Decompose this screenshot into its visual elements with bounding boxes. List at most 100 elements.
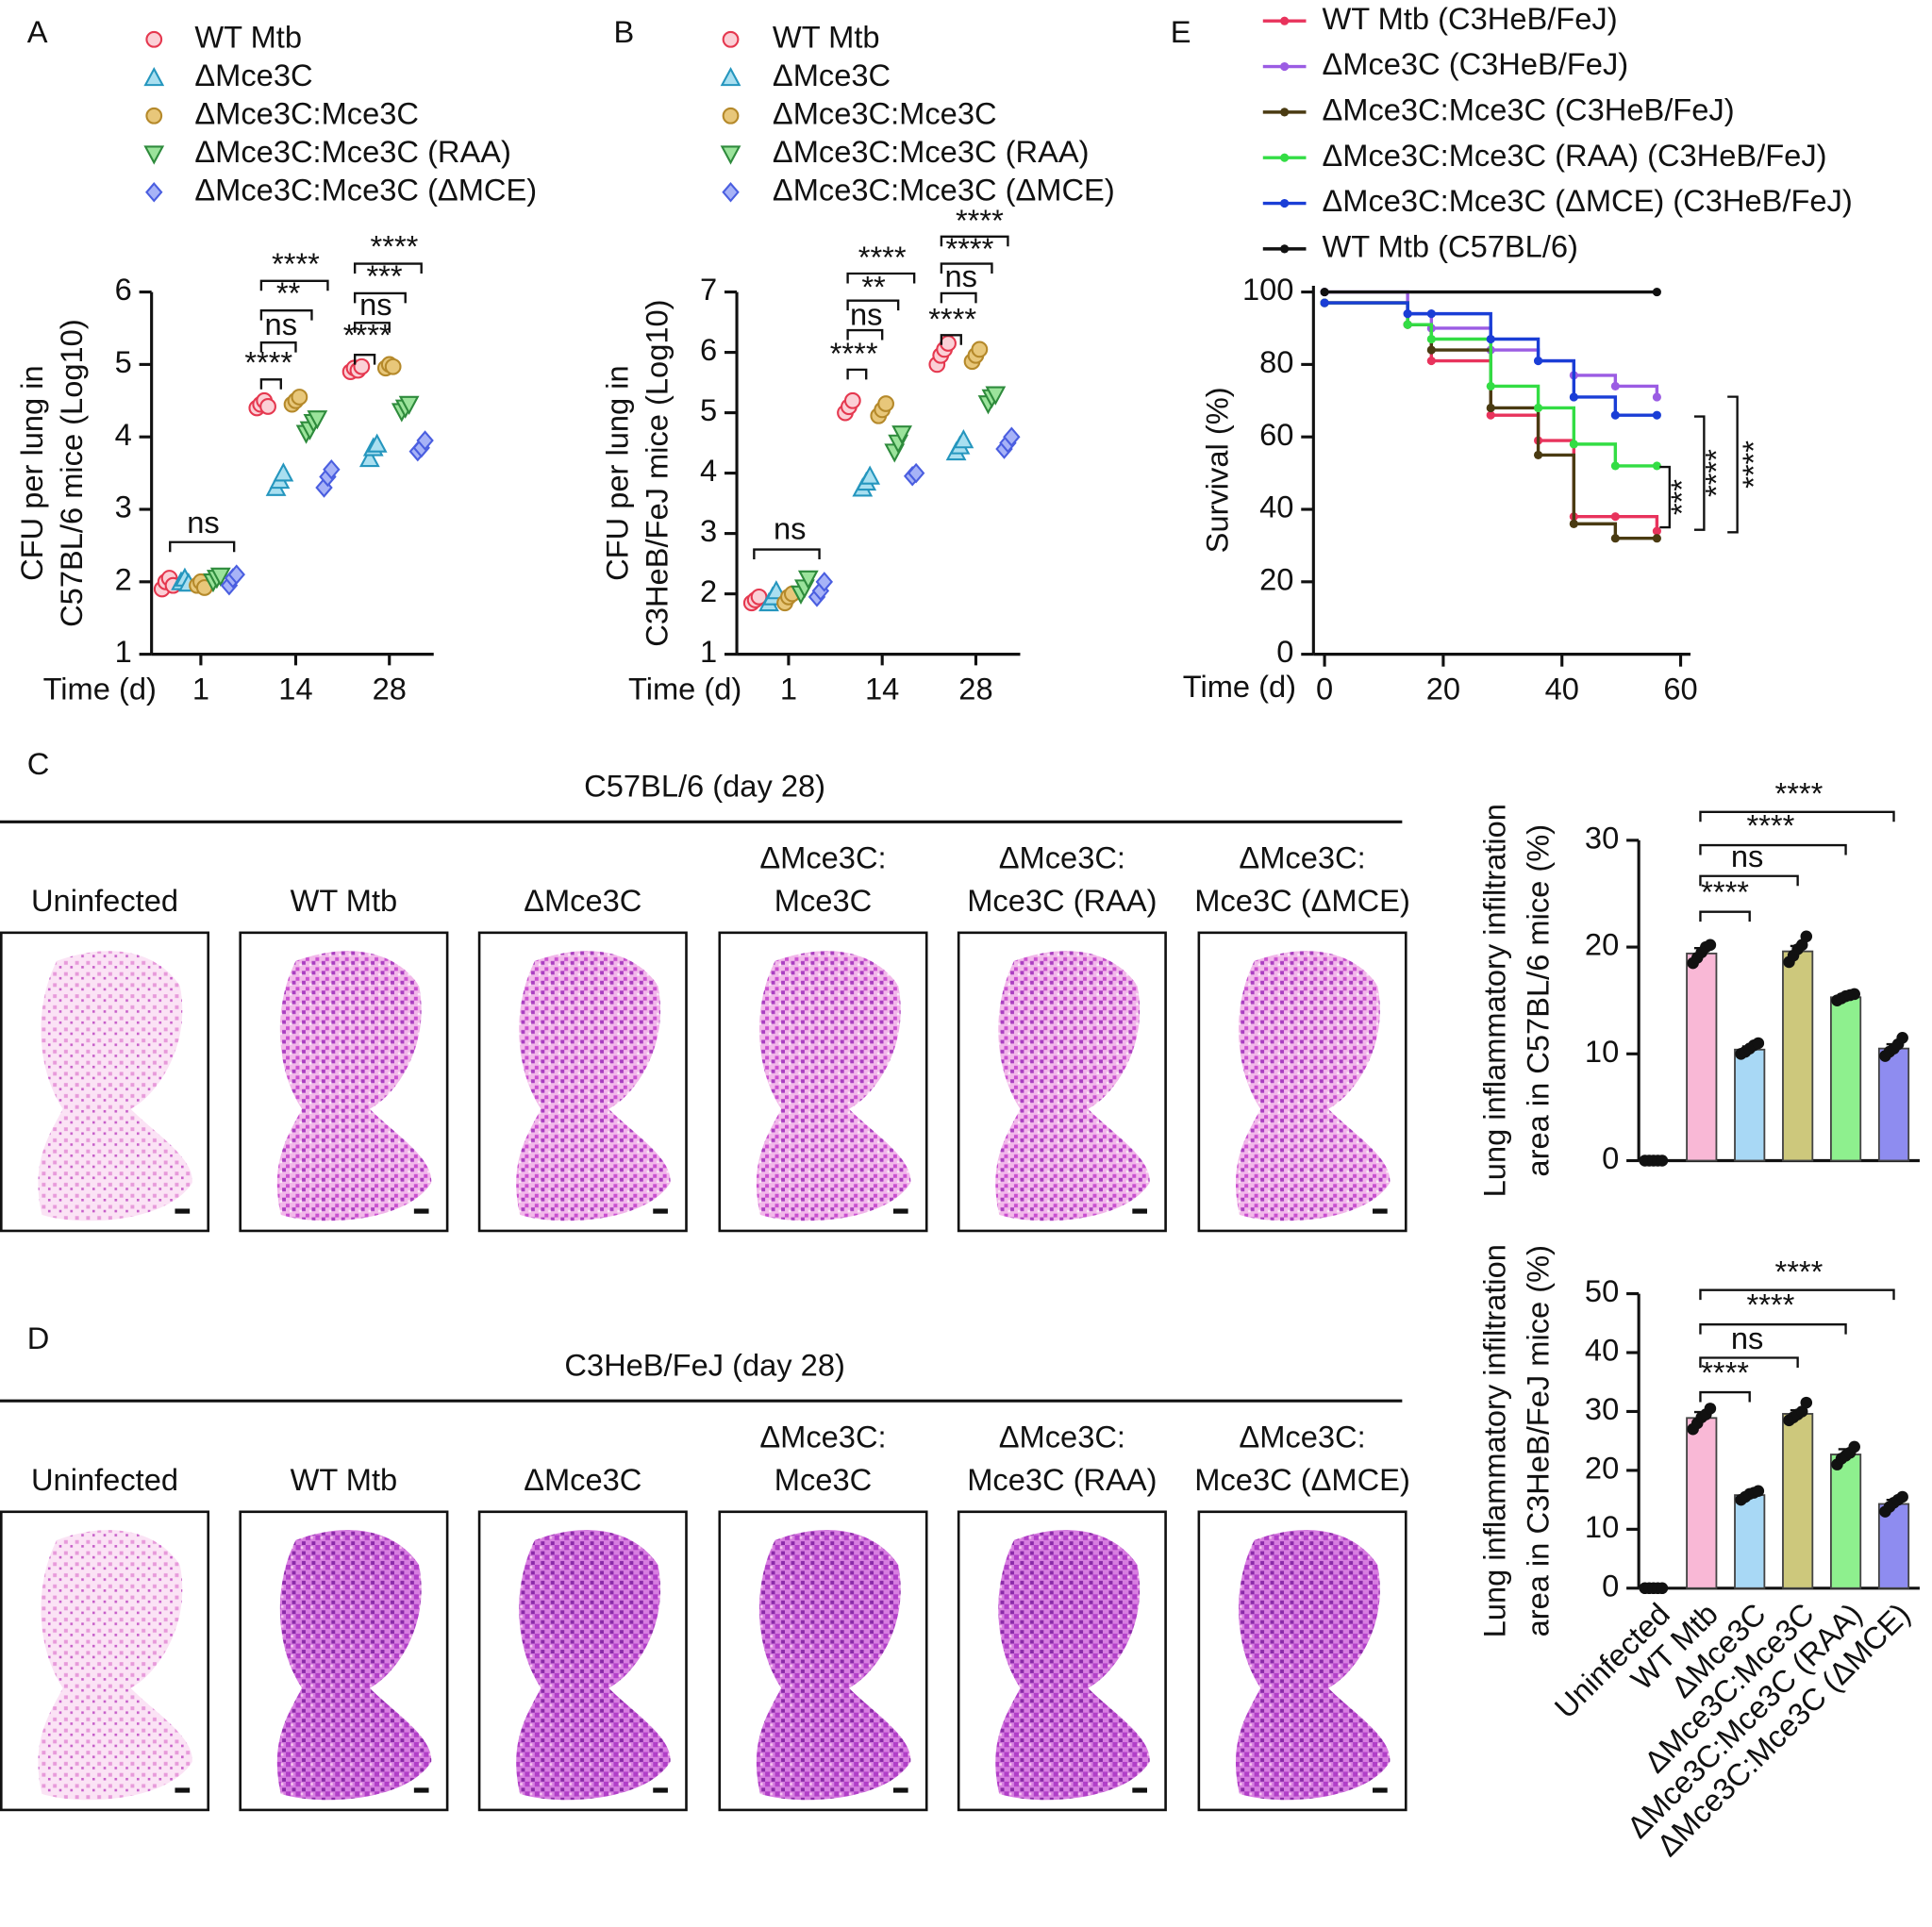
y-axis-label: Survival (%) — [1200, 387, 1235, 553]
significance-label: **** — [1746, 1287, 1794, 1322]
x-tick-label: 0 — [1316, 671, 1333, 706]
legend-label: WT Mtb (C3HeB/FeJ) — [1322, 1, 1617, 36]
bar — [1734, 1494, 1766, 1589]
significance-bracket — [753, 548, 821, 560]
significance-bracket — [1699, 1323, 1847, 1335]
lung-section — [1235, 1530, 1391, 1801]
survival-point — [1652, 534, 1661, 543]
legend-label: ΔMce3C:Mce3C (ΔMCE) — [773, 172, 1115, 207]
significance-bracket — [1699, 910, 1751, 922]
y-tick-label: 7 — [700, 272, 717, 307]
survival-point — [1403, 309, 1412, 319]
survival-point — [1569, 392, 1578, 402]
significance-label: ns — [850, 296, 882, 331]
lung-section — [276, 951, 432, 1221]
point — [1896, 1490, 1908, 1503]
scale-bar — [653, 1787, 668, 1793]
significance-label: **** — [1736, 440, 1771, 489]
point — [797, 570, 819, 590]
survival-point — [1533, 403, 1543, 413]
survival-point — [1486, 334, 1495, 344]
image-caption: Mce3C — [774, 1462, 872, 1497]
point — [1704, 939, 1717, 952]
point — [891, 425, 912, 445]
survival-point — [1569, 440, 1578, 449]
y-axis-label: C3HeB/FeJ mice (Log10) — [639, 299, 674, 646]
point — [1752, 1485, 1765, 1498]
bar — [1877, 1503, 1910, 1589]
significance-label: **** — [1746, 807, 1794, 842]
point — [1656, 1582, 1669, 1595]
point — [907, 462, 925, 484]
legend-label: ΔMce3C:Mce3C (ΔMCE) (C3HeB/FeJ) — [1322, 183, 1852, 218]
lung-section — [756, 1530, 911, 1801]
significance-label: **** — [371, 228, 419, 263]
y-tick-label: 2 — [700, 573, 717, 608]
panel-label: E — [1171, 14, 1191, 49]
y-tick-label: 1 — [700, 634, 717, 669]
y-tick-label: 20 — [1585, 927, 1619, 962]
point — [273, 462, 294, 482]
significance-label: **** — [1775, 1254, 1824, 1288]
image-caption: Mce3C (RAA) — [967, 1462, 1157, 1497]
y-tick-label: 5 — [700, 392, 717, 427]
bar — [1829, 1454, 1862, 1589]
y-tick-label: 10 — [1585, 1509, 1619, 1544]
survival-point — [1652, 288, 1661, 297]
bar — [1877, 1047, 1910, 1162]
survival-point — [1426, 345, 1436, 355]
panel-label: A — [27, 14, 48, 49]
scale-bar — [1132, 1208, 1147, 1214]
significance-bracket — [1727, 395, 1739, 534]
survival-point — [1652, 461, 1661, 471]
survival-point — [1426, 334, 1436, 344]
survival-point — [1652, 392, 1661, 402]
y-tick-label: 80 — [1259, 344, 1293, 379]
legend-label: ΔMce3C:Mce3C (ΔMCE) — [194, 172, 537, 207]
survival-point — [1610, 461, 1620, 471]
significance-label: **** — [272, 246, 320, 281]
legend-label: ΔMce3C:Mce3C — [773, 95, 997, 130]
legend-marker — [143, 66, 165, 87]
legend-marker — [143, 145, 165, 165]
significance-bracket — [1699, 874, 1799, 887]
image-caption: Mce3C — [774, 883, 872, 918]
bar — [1782, 1413, 1814, 1589]
scale-bar — [1373, 1787, 1388, 1793]
legend-marker — [722, 182, 740, 203]
point — [259, 398, 276, 415]
point — [971, 341, 989, 358]
point — [366, 433, 388, 453]
significance-bracket — [1699, 843, 1847, 856]
point — [323, 459, 341, 480]
scale-bar — [892, 1787, 908, 1793]
legend-marker — [145, 107, 163, 125]
y-axis-label: Lung inflammatory infiltration — [1477, 804, 1512, 1197]
scale-bar — [653, 1208, 668, 1214]
legend-label: ΔMce3C — [773, 58, 891, 92]
panel-label: B — [613, 14, 634, 49]
significance-label: **** — [1701, 1354, 1749, 1389]
legend-label: ΔMce3C — [194, 58, 312, 92]
bar — [1734, 1048, 1766, 1162]
lung-section — [38, 951, 192, 1221]
y-tick-label: 6 — [700, 332, 717, 367]
significance-bracket — [169, 540, 236, 553]
survival-point — [1610, 534, 1620, 543]
y-axis-label: Lung inflammatory infiltration — [1477, 1244, 1512, 1637]
significance-bracket — [846, 272, 916, 284]
legend-marker — [1280, 198, 1290, 208]
scale-bar — [413, 1208, 429, 1214]
legend-marker — [145, 182, 163, 203]
significance-label: **** — [1775, 775, 1824, 810]
survival-point — [1486, 381, 1495, 391]
x-tick-label: 14 — [865, 671, 899, 706]
image-caption: Mce3C (RAA) — [967, 883, 1157, 918]
significance-label: ns — [187, 505, 219, 540]
legend-label: ΔMce3C:Mce3C (RAA) — [194, 134, 511, 169]
y-axis-label: area in C3HeB/FeJ mice (%) — [1520, 1245, 1555, 1636]
survival-point — [1652, 526, 1661, 536]
legend-label: ΔMce3C (C3HeB/FeJ) — [1322, 46, 1628, 81]
significance-label: **** — [1701, 874, 1749, 909]
